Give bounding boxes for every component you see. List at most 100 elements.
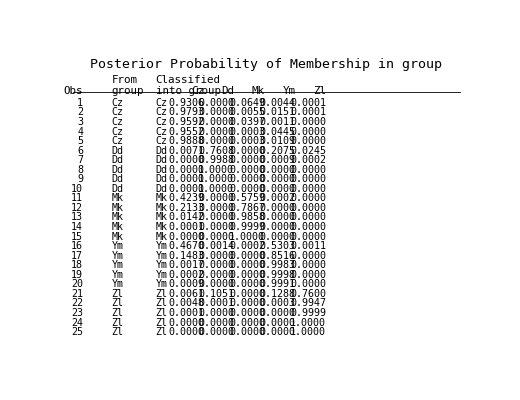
Text: 0.0000: 0.0000 bbox=[259, 174, 295, 184]
Text: Cz: Cz bbox=[155, 126, 167, 136]
Text: 0.0000: 0.0000 bbox=[168, 184, 204, 194]
Text: Dd: Dd bbox=[111, 155, 123, 165]
Text: 0.0000: 0.0000 bbox=[229, 251, 265, 261]
Text: 0.8516: 0.8516 bbox=[259, 251, 295, 261]
Text: 5: 5 bbox=[77, 136, 83, 146]
Text: 0.0000: 0.0000 bbox=[229, 260, 265, 270]
Text: 0.0445: 0.0445 bbox=[259, 126, 295, 136]
Text: 0.0000: 0.0000 bbox=[198, 279, 234, 289]
Text: 0.0000: 0.0000 bbox=[229, 327, 265, 337]
Text: 0.0000: 0.0000 bbox=[290, 174, 326, 184]
Text: Mk: Mk bbox=[155, 232, 167, 242]
Text: 0.0000: 0.0000 bbox=[290, 251, 326, 261]
Text: Ym: Ym bbox=[111, 241, 123, 251]
Text: 0.0397: 0.0397 bbox=[229, 117, 265, 127]
Text: 0.0000: 0.0000 bbox=[229, 318, 265, 328]
Text: 0.0000: 0.0000 bbox=[229, 308, 265, 318]
Text: Ym: Ym bbox=[155, 260, 167, 270]
Text: 9: 9 bbox=[77, 174, 83, 184]
Text: 0.9947: 0.9947 bbox=[290, 298, 326, 308]
Text: 0.9999: 0.9999 bbox=[229, 222, 265, 232]
Text: 0.0000: 0.0000 bbox=[259, 318, 295, 328]
Text: 0.5759: 0.5759 bbox=[229, 193, 265, 203]
Text: 0.0142: 0.0142 bbox=[168, 212, 204, 222]
Text: Mk: Mk bbox=[155, 212, 167, 222]
Text: Ym: Ym bbox=[155, 279, 167, 289]
Text: 0.0002: 0.0002 bbox=[229, 241, 265, 251]
Text: 0.0000: 0.0000 bbox=[168, 155, 204, 165]
Text: Ym: Ym bbox=[155, 251, 167, 261]
Text: 0.0000: 0.0000 bbox=[259, 222, 295, 232]
Text: 0.0000: 0.0000 bbox=[290, 203, 326, 213]
Text: 1.0000: 1.0000 bbox=[290, 327, 326, 337]
Text: 0.0000: 0.0000 bbox=[198, 117, 234, 127]
Text: Zl: Zl bbox=[155, 327, 167, 337]
Text: Zl: Zl bbox=[111, 318, 123, 328]
Text: 0.0003: 0.0003 bbox=[259, 298, 295, 308]
Text: 0.0000: 0.0000 bbox=[229, 146, 265, 156]
Text: Zl: Zl bbox=[111, 298, 123, 308]
Text: 2: 2 bbox=[77, 108, 83, 118]
Text: Zl: Zl bbox=[155, 289, 167, 299]
Text: 0.0000: 0.0000 bbox=[198, 126, 234, 136]
Text: Ym: Ym bbox=[155, 241, 167, 251]
Text: 0.0000: 0.0000 bbox=[290, 117, 326, 127]
Text: 0.0061: 0.0061 bbox=[168, 289, 204, 299]
Text: 0.7608: 0.7608 bbox=[198, 146, 234, 156]
Text: 0.0109: 0.0109 bbox=[259, 136, 295, 146]
Text: 0.0000: 0.0000 bbox=[259, 232, 295, 242]
Text: Obs: Obs bbox=[63, 86, 83, 96]
Text: 0.0000: 0.0000 bbox=[198, 260, 234, 270]
Text: 0.0048: 0.0048 bbox=[168, 298, 204, 308]
Text: 0.0044: 0.0044 bbox=[259, 98, 295, 108]
Text: 0.0000: 0.0000 bbox=[229, 155, 265, 165]
Text: 17: 17 bbox=[71, 251, 83, 261]
Text: Classified: Classified bbox=[155, 75, 220, 85]
Text: Cz: Cz bbox=[111, 108, 123, 118]
Text: Mk: Mk bbox=[155, 193, 167, 203]
Text: Mk: Mk bbox=[252, 86, 265, 96]
Text: 0.0000: 0.0000 bbox=[198, 308, 234, 318]
Text: 0.0000: 0.0000 bbox=[259, 203, 295, 213]
Text: Mk: Mk bbox=[155, 222, 167, 232]
Text: 0.0000: 0.0000 bbox=[290, 184, 326, 194]
Text: 0.1483: 0.1483 bbox=[168, 251, 204, 261]
Text: 0.0000: 0.0000 bbox=[259, 184, 295, 194]
Text: 24: 24 bbox=[71, 318, 83, 328]
Text: 0.0000: 0.0000 bbox=[198, 327, 234, 337]
Text: Ym: Ym bbox=[111, 279, 123, 289]
Text: Zl: Zl bbox=[111, 327, 123, 337]
Text: 0.0001: 0.0001 bbox=[290, 108, 326, 118]
Text: 0.0003: 0.0003 bbox=[229, 136, 265, 146]
Text: 19: 19 bbox=[71, 270, 83, 280]
Text: 0.0000: 0.0000 bbox=[290, 260, 326, 270]
Text: 0.0000: 0.0000 bbox=[198, 270, 234, 280]
Text: 0.0055: 0.0055 bbox=[229, 108, 265, 118]
Text: 0.0009: 0.0009 bbox=[168, 279, 204, 289]
Text: Mk: Mk bbox=[111, 222, 123, 232]
Text: 1.0000: 1.0000 bbox=[198, 165, 234, 175]
Text: 0.0003: 0.0003 bbox=[229, 126, 265, 136]
Text: 0.0000: 0.0000 bbox=[229, 289, 265, 299]
Text: 0.0000: 0.0000 bbox=[168, 174, 204, 184]
Text: 12: 12 bbox=[71, 203, 83, 213]
Text: Dd: Dd bbox=[155, 155, 167, 165]
Text: 0.0001: 0.0001 bbox=[168, 308, 204, 318]
Text: 0.9858: 0.9858 bbox=[229, 212, 265, 222]
Text: 0.9999: 0.9999 bbox=[290, 308, 326, 318]
Text: 1.0000: 1.0000 bbox=[198, 184, 234, 194]
Text: Dd: Dd bbox=[155, 174, 167, 184]
Text: 15: 15 bbox=[71, 232, 83, 242]
Text: 0.0000: 0.0000 bbox=[198, 98, 234, 108]
Text: Zl: Zl bbox=[155, 298, 167, 308]
Text: Dd: Dd bbox=[111, 146, 123, 156]
Text: 16: 16 bbox=[71, 241, 83, 251]
Text: 0.0000: 0.0000 bbox=[290, 126, 326, 136]
Text: 1.0000: 1.0000 bbox=[229, 232, 265, 242]
Text: 14: 14 bbox=[71, 222, 83, 232]
Text: 0.0011: 0.0011 bbox=[259, 117, 295, 127]
Text: 0.0000: 0.0000 bbox=[290, 232, 326, 242]
Text: 0.0000: 0.0000 bbox=[290, 270, 326, 280]
Text: 0.5303: 0.5303 bbox=[259, 241, 295, 251]
Text: Cz: Cz bbox=[111, 117, 123, 127]
